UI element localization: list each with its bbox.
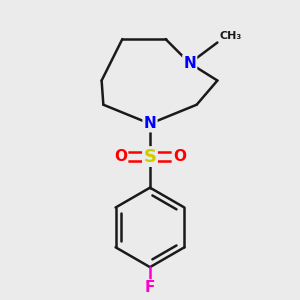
Text: CH₃: CH₃	[219, 31, 242, 41]
Text: F: F	[145, 280, 155, 296]
Text: N: N	[183, 56, 196, 71]
Text: N: N	[144, 116, 156, 131]
Text: O: O	[173, 149, 186, 164]
Text: S: S	[143, 148, 157, 166]
Text: O: O	[114, 149, 127, 164]
